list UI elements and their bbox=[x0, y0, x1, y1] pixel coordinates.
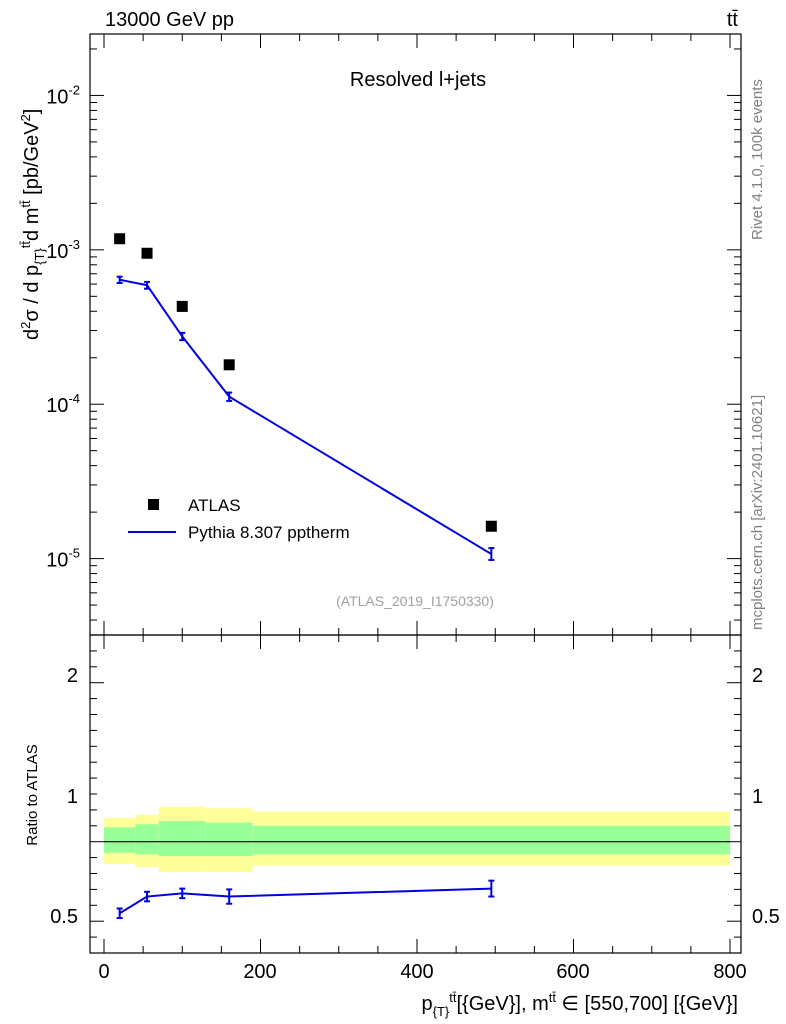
ratio-ytick-label-right-2: 2 bbox=[752, 665, 763, 687]
xtick-label-200: 200 bbox=[243, 961, 276, 983]
main-series bbox=[114, 233, 497, 561]
energy-label: 13000 GeV pp bbox=[105, 9, 234, 31]
main-y-tick-labels: 10-2 10-3 10-4 10-5 bbox=[46, 82, 80, 571]
pythia-line bbox=[119, 278, 492, 555]
atlas-data-point bbox=[223, 359, 235, 371]
xtick-label-600: 600 bbox=[556, 961, 589, 983]
main-panel: 10-2 10-3 10-4 10-5 Resolved l+jets (ATLAS_… bbox=[18, 33, 742, 636]
ratio-ytick-label-left-1: 1 bbox=[67, 786, 78, 808]
ratio-y-axis-label: Ratio to ATLAS bbox=[24, 744, 41, 845]
x-axis-label: p{T}tt̄[{GeV}], mtt̄ ∈ [550,700] [{GeV}] bbox=[422, 990, 738, 1019]
ratio-green-band bbox=[205, 822, 253, 857]
ratio-green-band bbox=[158, 821, 206, 857]
ratio-axis-ticks bbox=[90, 634, 741, 953]
ratio-ytick-label-right-05: 0.5 bbox=[752, 906, 780, 928]
main-ytick-label: 10-4 bbox=[46, 391, 80, 417]
main-axis-ticks bbox=[90, 34, 741, 635]
legend-atlas-marker bbox=[148, 499, 159, 510]
process-label: tt̄ bbox=[727, 9, 739, 31]
ratio-ytick-label-right-1: 1 bbox=[752, 786, 763, 808]
legend: ATLAS Pythia 8.307 pptherm bbox=[128, 496, 350, 542]
main-ytick-label: 10-2 bbox=[46, 82, 80, 108]
ratio-line bbox=[119, 887, 492, 915]
ratio-panel: 2 1 0.5 2 1 0.5 Ratio to ATLAS 0 200 400… bbox=[24, 634, 780, 1019]
main-y-axis-label: d2σ / d p{T}tt̄d mtt̄ [pb/GeV2] bbox=[18, 109, 47, 340]
ratio-series bbox=[116, 879, 495, 920]
atlas-data-point bbox=[114, 233, 126, 245]
xtick-label-400: 400 bbox=[400, 961, 433, 983]
main-ytick-label: 10-3 bbox=[46, 237, 80, 263]
reference-annotation: (ATLAS_2019_I1750330) bbox=[336, 593, 494, 609]
ratio-ytick-label-left-05: 0.5 bbox=[50, 906, 78, 928]
xtick-label-0: 0 bbox=[98, 961, 109, 983]
main-title: Resolved l+jets bbox=[350, 69, 486, 91]
atlas-data-point bbox=[485, 520, 497, 532]
mcplots-label: mcplots.cern.ch [arXiv:2401.10621] bbox=[749, 395, 766, 630]
main-frame bbox=[89, 33, 742, 636]
atlas-data-point bbox=[141, 247, 153, 259]
ratio-ytick-label-left-2: 2 bbox=[67, 665, 78, 687]
ratio-green-band bbox=[252, 825, 731, 855]
atlas-data-point bbox=[176, 300, 188, 312]
ratio-green-band bbox=[104, 827, 136, 853]
legend-pythia-label: Pythia 8.307 pptherm bbox=[188, 523, 350, 542]
xtick-label-800: 800 bbox=[713, 961, 746, 983]
legend-atlas-label: ATLAS bbox=[188, 496, 241, 515]
ratio-frame bbox=[89, 634, 742, 954]
main-ytick-label: 10-5 bbox=[46, 546, 80, 572]
ratio-bands bbox=[104, 806, 731, 872]
ratio-green-band bbox=[135, 824, 159, 855]
rivet-version-label: Rivet 4.1.0, 100k events bbox=[749, 79, 766, 240]
